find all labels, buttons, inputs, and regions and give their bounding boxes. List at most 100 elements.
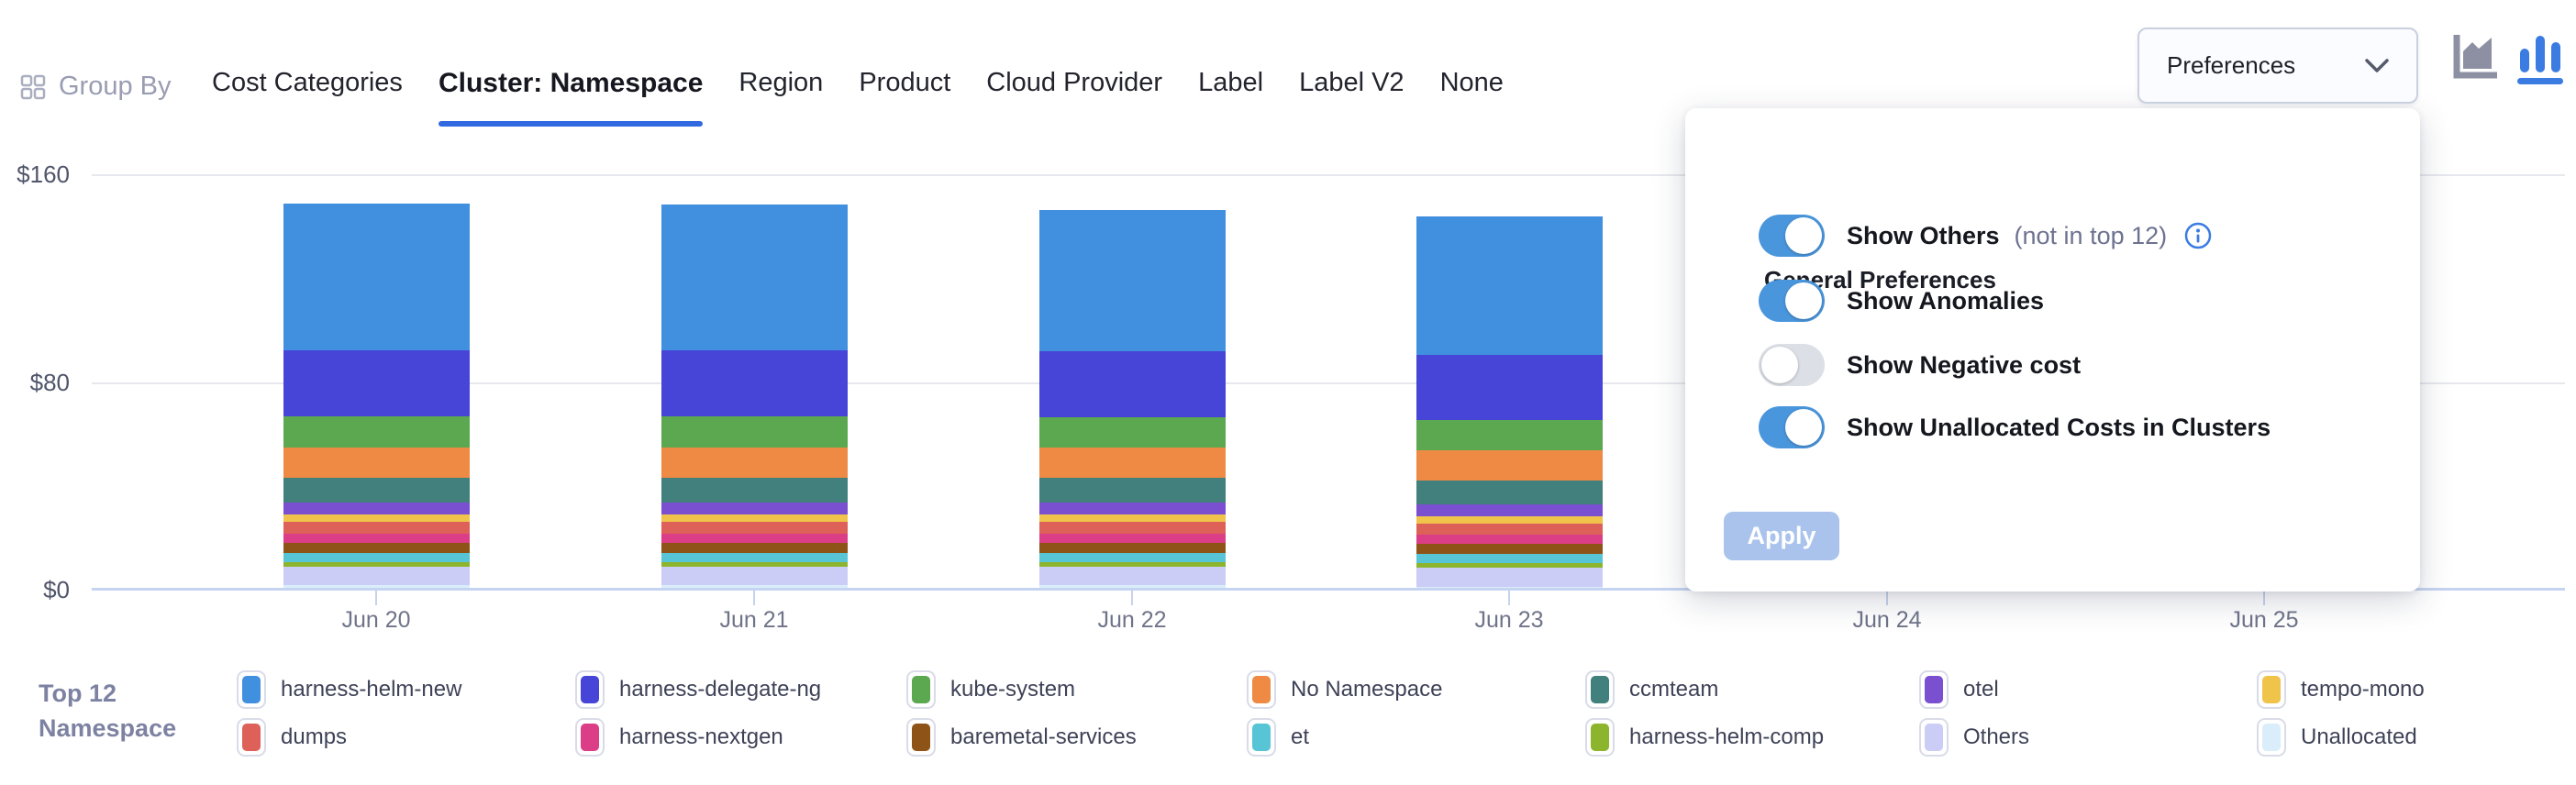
bar-segment-harness-nextgen[interactable] — [1039, 533, 1226, 544]
bar-segment-et[interactable] — [1416, 554, 1603, 563]
bar-segment-no-namespace[interactable] — [283, 447, 470, 478]
toggle-show-unallocated-costs-in-clusters[interactable] — [1759, 406, 1825, 448]
bar-segment-kube-system[interactable] — [283, 415, 470, 448]
tab-label-v2[interactable]: Label V2 — [1299, 68, 1405, 97]
legend-item-harness-nextgen[interactable]: harness-nextgen — [575, 717, 783, 757]
bar-segment-harness-delegate-ng[interactable] — [661, 349, 848, 416]
bar-segment-harness-helm-new[interactable] — [283, 203, 470, 350]
tab-cloud-provider[interactable]: Cloud Provider — [986, 68, 1163, 97]
legend-label: Others — [1963, 724, 2030, 749]
bar-segment-others[interactable] — [661, 567, 848, 586]
bar-segment-dumps[interactable] — [1039, 522, 1226, 534]
toggle-label-suffix: (not in top 12) — [2014, 221, 2168, 249]
toggle-show-anomalies[interactable] — [1759, 280, 1825, 322]
preferences-button-label: Preferences — [2167, 51, 2296, 79]
legend-item-harness-helm-comp[interactable]: harness-helm-comp — [1585, 717, 1824, 757]
bar-segment-dumps[interactable] — [661, 522, 848, 534]
bar-segment-harness-helm-comp[interactable] — [283, 562, 470, 568]
bar-segment-ccmteam[interactable] — [1416, 480, 1603, 504]
legend-item-et[interactable]: et — [1247, 717, 1309, 757]
bar-segment-otel[interactable] — [1039, 502, 1226, 514]
tab-region[interactable]: Region — [738, 68, 824, 97]
bar-segment-unallocated[interactable] — [661, 585, 848, 590]
bar-segment-others[interactable] — [1039, 567, 1226, 586]
bar-segment-harness-helm-new[interactable] — [661, 205, 848, 350]
bar-segment-unallocated[interactable] — [283, 585, 470, 590]
tab-label[interactable]: Label — [1198, 68, 1264, 97]
bar-segment-no-namespace[interactable] — [1416, 449, 1603, 481]
legend-item-others[interactable]: Others — [1919, 717, 2029, 757]
bar-segment-otel[interactable] — [283, 502, 470, 514]
bar-segment-unallocated[interactable] — [1039, 585, 1226, 590]
preference-row-show-anomalies: Show Anomalies — [1759, 277, 2393, 325]
bar-segment-otel[interactable] — [1416, 503, 1603, 516]
legend-item-ccmteam[interactable]: ccmteam — [1585, 669, 1718, 710]
bar-segment-harness-nextgen[interactable] — [661, 533, 848, 544]
legend-item-tempo-mono[interactable]: tempo-mono — [2257, 669, 2425, 710]
bar-segment-tempo-mono[interactable] — [1039, 514, 1226, 523]
tab-cost-categories[interactable]: Cost Categories — [212, 68, 403, 97]
bar-segment-harness-helm-comp[interactable] — [661, 562, 848, 568]
apply-button[interactable]: Apply — [1724, 512, 1839, 560]
bar-segment-otel[interactable] — [661, 502, 848, 514]
bar-segment-harness-helm-comp[interactable] — [1416, 562, 1603, 568]
legend-swatch — [906, 718, 936, 757]
bar-segment-et[interactable] — [283, 553, 470, 563]
legend-item-otel[interactable]: otel — [1919, 669, 1999, 710]
preferences-panel: General Preferences Show Others (not in t… — [1685, 108, 2420, 592]
bar-segment-tempo-mono[interactable] — [1416, 515, 1603, 525]
bar-segment-harness-helm-comp[interactable] — [1039, 562, 1226, 568]
legend-item-kube-system[interactable]: kube-system — [906, 669, 1075, 710]
bar-segment-ccmteam[interactable] — [1039, 478, 1226, 503]
toggle-show-others[interactable] — [1759, 215, 1825, 257]
area-chart-icon[interactable] — [2451, 33, 2497, 84]
toggle-show-negative-cost[interactable] — [1759, 344, 1825, 386]
tab-cluster-namespace[interactable]: Cluster: Namespace — [438, 68, 704, 127]
legend-item-dumps[interactable]: dumps — [237, 717, 347, 757]
legend-item-no-namespace[interactable]: No Namespace — [1247, 669, 1442, 710]
tab-none[interactable]: None — [1439, 68, 1504, 97]
bar-segment-dumps[interactable] — [1416, 524, 1603, 536]
bar-segment-harness-nextgen[interactable] — [283, 533, 470, 544]
x-axis-tick — [2263, 591, 2265, 605]
bar-segment-harness-delegate-ng[interactable] — [1416, 354, 1603, 420]
bar-segment-harness-delegate-ng[interactable] — [1039, 351, 1226, 417]
bar-segment-others[interactable] — [1416, 567, 1603, 588]
bar-segment-tempo-mono[interactable] — [661, 514, 848, 523]
preferences-button[interactable]: Preferences — [2137, 28, 2418, 104]
legend-item-harness-delegate-ng[interactable]: harness-delegate-ng — [575, 669, 821, 710]
bar-segment-no-namespace[interactable] — [661, 447, 848, 478]
bar-segment-tempo-mono[interactable] — [283, 514, 470, 523]
bar-segment-others[interactable] — [283, 567, 470, 586]
legend-label: Unallocated — [2301, 724, 2417, 749]
bar-segment-baremetal-services[interactable] — [1416, 544, 1603, 555]
bar-segment-dumps[interactable] — [283, 522, 470, 534]
bar-segment-ccmteam[interactable] — [283, 477, 470, 503]
bar-segment-kube-system[interactable] — [1416, 419, 1603, 450]
legend-swatch — [575, 670, 605, 709]
bar-segment-baremetal-services[interactable] — [1039, 543, 1226, 554]
bar-segment-harness-delegate-ng[interactable] — [283, 349, 470, 416]
legend-item-baremetal-services[interactable]: baremetal-services — [906, 717, 1137, 757]
bar-segment-baremetal-services[interactable] — [661, 543, 848, 554]
bar-segment-no-namespace[interactable] — [1039, 448, 1226, 479]
info-icon[interactable] — [2183, 221, 2213, 250]
x-axis-tick — [375, 591, 377, 605]
bar-segment-et[interactable] — [661, 553, 848, 563]
bar-segment-ccmteam[interactable] — [661, 477, 848, 503]
legend-item-unallocated[interactable]: Unallocated — [2257, 717, 2417, 757]
legend-label: ccmteam — [1629, 677, 1719, 702]
bar-segment-kube-system[interactable] — [661, 415, 848, 448]
bar-segment-baremetal-services[interactable] — [283, 543, 470, 554]
y-axis-label: $0 — [43, 576, 70, 603]
bar-segment-harness-helm-new[interactable] — [1416, 216, 1603, 355]
bar-chart-icon[interactable] — [2517, 33, 2563, 84]
legend-item-harness-helm-new[interactable]: harness-helm-new — [237, 669, 461, 710]
bar-segment-harness-helm-new[interactable] — [1039, 209, 1226, 352]
bar-segment-harness-nextgen[interactable] — [1416, 535, 1603, 545]
bar-segment-kube-system[interactable] — [1039, 416, 1226, 448]
bar-segment-et[interactable] — [1039, 553, 1226, 563]
tab-product[interactable]: Product — [859, 68, 951, 97]
legend-swatch — [2257, 718, 2286, 757]
group-by-label: Group By — [59, 72, 172, 101]
